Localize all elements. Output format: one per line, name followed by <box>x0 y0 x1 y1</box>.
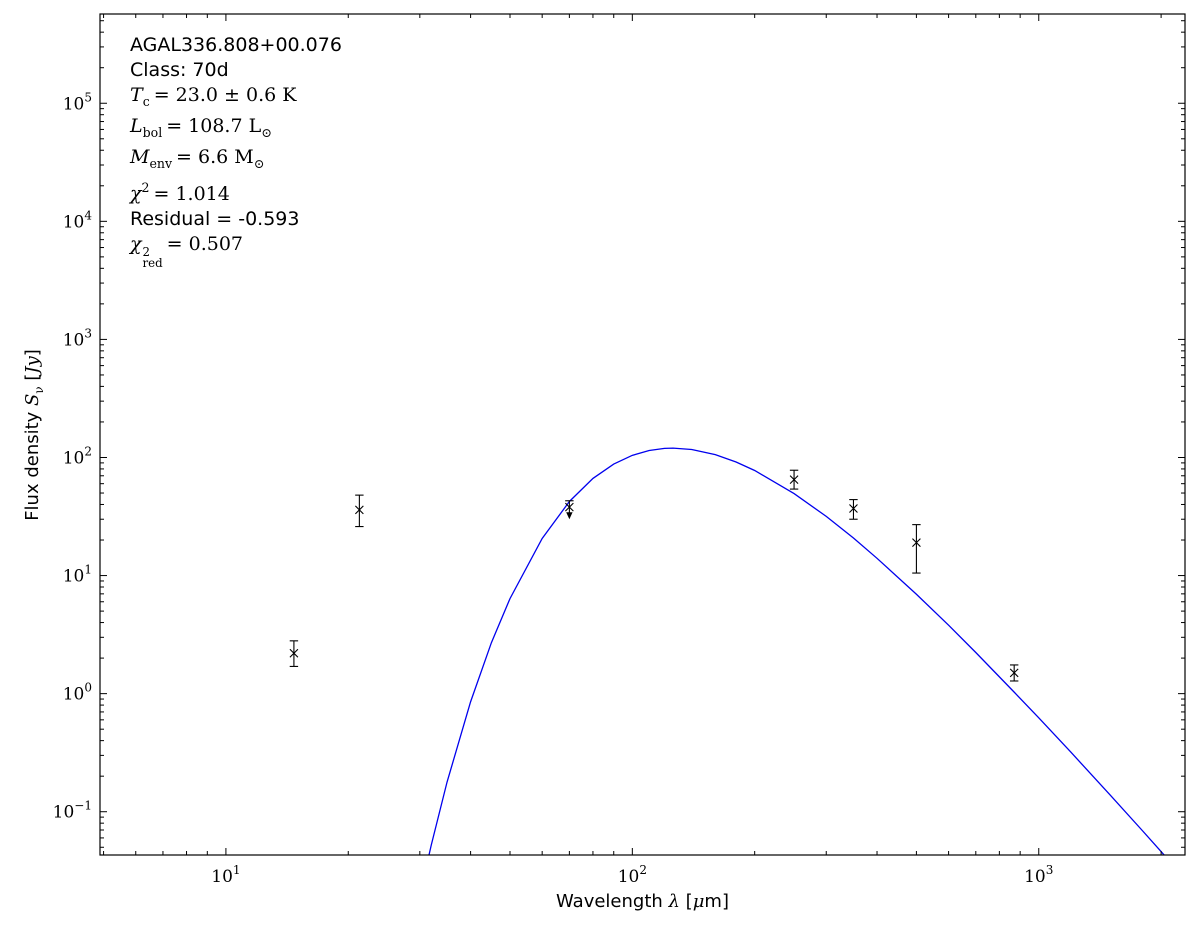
y-tick-label: 104 <box>63 208 93 232</box>
chi2red-subscript: red <box>142 256 163 271</box>
x-tick-label: 102 <box>618 863 647 887</box>
tc-line: Tc = 23.0 ± 0.6 K <box>130 83 342 114</box>
x-tick-label: 101 <box>211 863 240 887</box>
y-tick-label: 10−1 <box>53 799 92 823</box>
y-axis-label-text: Flux density <box>22 405 44 521</box>
flux-symbol: S <box>22 393 44 406</box>
tc-value: = 23.0 ± 0.6 K <box>153 84 297 106</box>
menv-line: Menv = 6.6 M⊙ <box>130 145 342 176</box>
lbol-line: Lbol = 108.7 L⊙ <box>130 114 342 145</box>
plot-border <box>99 13 1186 856</box>
menv-value: = 6.6 <box>176 145 235 168</box>
menv-subscript: env <box>149 155 173 171</box>
y-tick-label: 101 <box>63 563 92 587</box>
jy-unit: Jy <box>22 356 44 374</box>
menv-unit-subscript: ⊙ <box>253 155 265 171</box>
data-point <box>849 499 858 520</box>
data-point <box>354 494 364 528</box>
data-point <box>912 524 921 574</box>
chi2-line: χ2 = 1.014 <box>130 175 342 206</box>
x-axis-label-text: Wavelength <box>556 891 669 912</box>
y-tick-label: 102 <box>63 444 92 468</box>
menv-unit: M <box>234 145 254 168</box>
y-tick-label: 105 <box>63 90 92 114</box>
data-point <box>1009 664 1019 682</box>
chi2red-exponent: 2 <box>142 245 151 260</box>
tc-symbol: T <box>130 84 143 106</box>
tc-subscript: c <box>142 93 150 109</box>
tick-labels: 101 102 103 10−1 100 101 102 103 104 105 <box>53 90 1054 887</box>
data-point <box>289 640 299 667</box>
y-axis-unit-close: ] <box>22 349 44 357</box>
lbol-unit: L <box>248 114 262 137</box>
mu-symbol: μ <box>692 891 705 912</box>
y-axis-label: Flux density Sν [Jy] <box>22 349 46 521</box>
source-name: AGAL336.808+00.076 <box>130 34 342 56</box>
data-point <box>564 500 574 520</box>
nu-subscript: ν <box>31 386 46 394</box>
y-tick-label: 100 <box>63 681 92 705</box>
x-tick-label: 103 <box>1024 863 1053 887</box>
chi2red-value: = 0.507 <box>166 232 243 255</box>
lbol-subscript: bol <box>142 124 163 140</box>
y-axis-unit-open: [ <box>22 373 44 387</box>
lbol-value: = 108.7 <box>166 114 249 137</box>
class-line: Class: 70d <box>130 59 229 81</box>
chi2-value: = 1.014 <box>153 182 230 205</box>
chi2red-line: χ 2 red = 0.507 <box>130 232 342 270</box>
model-curve <box>428 447 1165 855</box>
down-arrow-icon <box>566 512 573 520</box>
data-point <box>789 469 799 490</box>
annotation-block: AGAL336.808+00.076 Class: 70d Tc = 23.0 ±… <box>130 33 342 270</box>
x-axis-label: Wavelength λ [μm] <box>100 891 1185 912</box>
lbol-unit-subscript: ⊙ <box>261 124 272 140</box>
y-tick-label: 103 <box>63 326 92 350</box>
lbol-symbol: L <box>130 114 143 137</box>
residual-line: Residual = -0.593 <box>130 207 300 230</box>
menv-symbol: M <box>130 145 150 168</box>
chi2red-symbol: χ <box>130 232 142 255</box>
data-points <box>289 469 1019 682</box>
x-axis-unit-close: m] <box>704 891 729 912</box>
x-axis-unit-open: [ <box>679 891 693 912</box>
chi2red-supsub: 2 red <box>142 245 163 271</box>
lambda-symbol: λ <box>668 891 680 912</box>
chi2-symbol: χ <box>130 182 142 205</box>
axis-ticks <box>100 14 1185 855</box>
chi2-exponent: 2 <box>141 180 150 196</box>
